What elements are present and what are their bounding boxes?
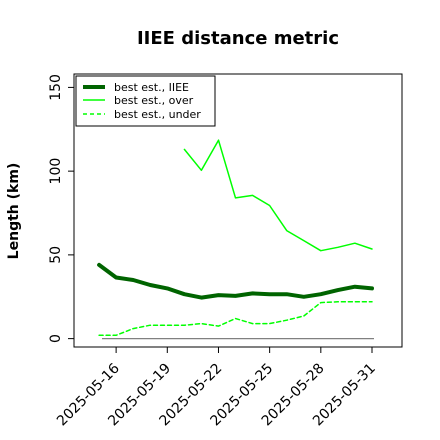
plot-frame: [73, 73, 403, 348]
y-tick-label-50: 50: [48, 246, 64, 264]
y-axis-label: Length (km): [6, 163, 22, 260]
y-tick-label-100: 100: [48, 158, 64, 185]
chart-title: IIEE distance metric: [137, 28, 339, 49]
x-axis: 2025-05-162025-05-192025-05-222025-05-25…: [54, 347, 379, 429]
y-tick-label-150: 150: [48, 74, 64, 101]
legend: best est., IIEE best est., over best est…: [75, 75, 216, 127]
series-over-segment-1: [183, 139, 373, 252]
plot-area: [97, 139, 374, 340]
y-tick-label-0: 0: [48, 334, 64, 343]
legend-label-under: best est., under: [114, 108, 201, 121]
series-iiee: [97, 262, 374, 300]
legend-box: [75, 75, 216, 127]
series-under: [98, 301, 373, 337]
legend-label-over: best est., over: [114, 94, 194, 107]
legend-label-iiee: best est., IIEE: [114, 81, 189, 94]
y-axis: 0 50 100 150: [48, 74, 74, 343]
